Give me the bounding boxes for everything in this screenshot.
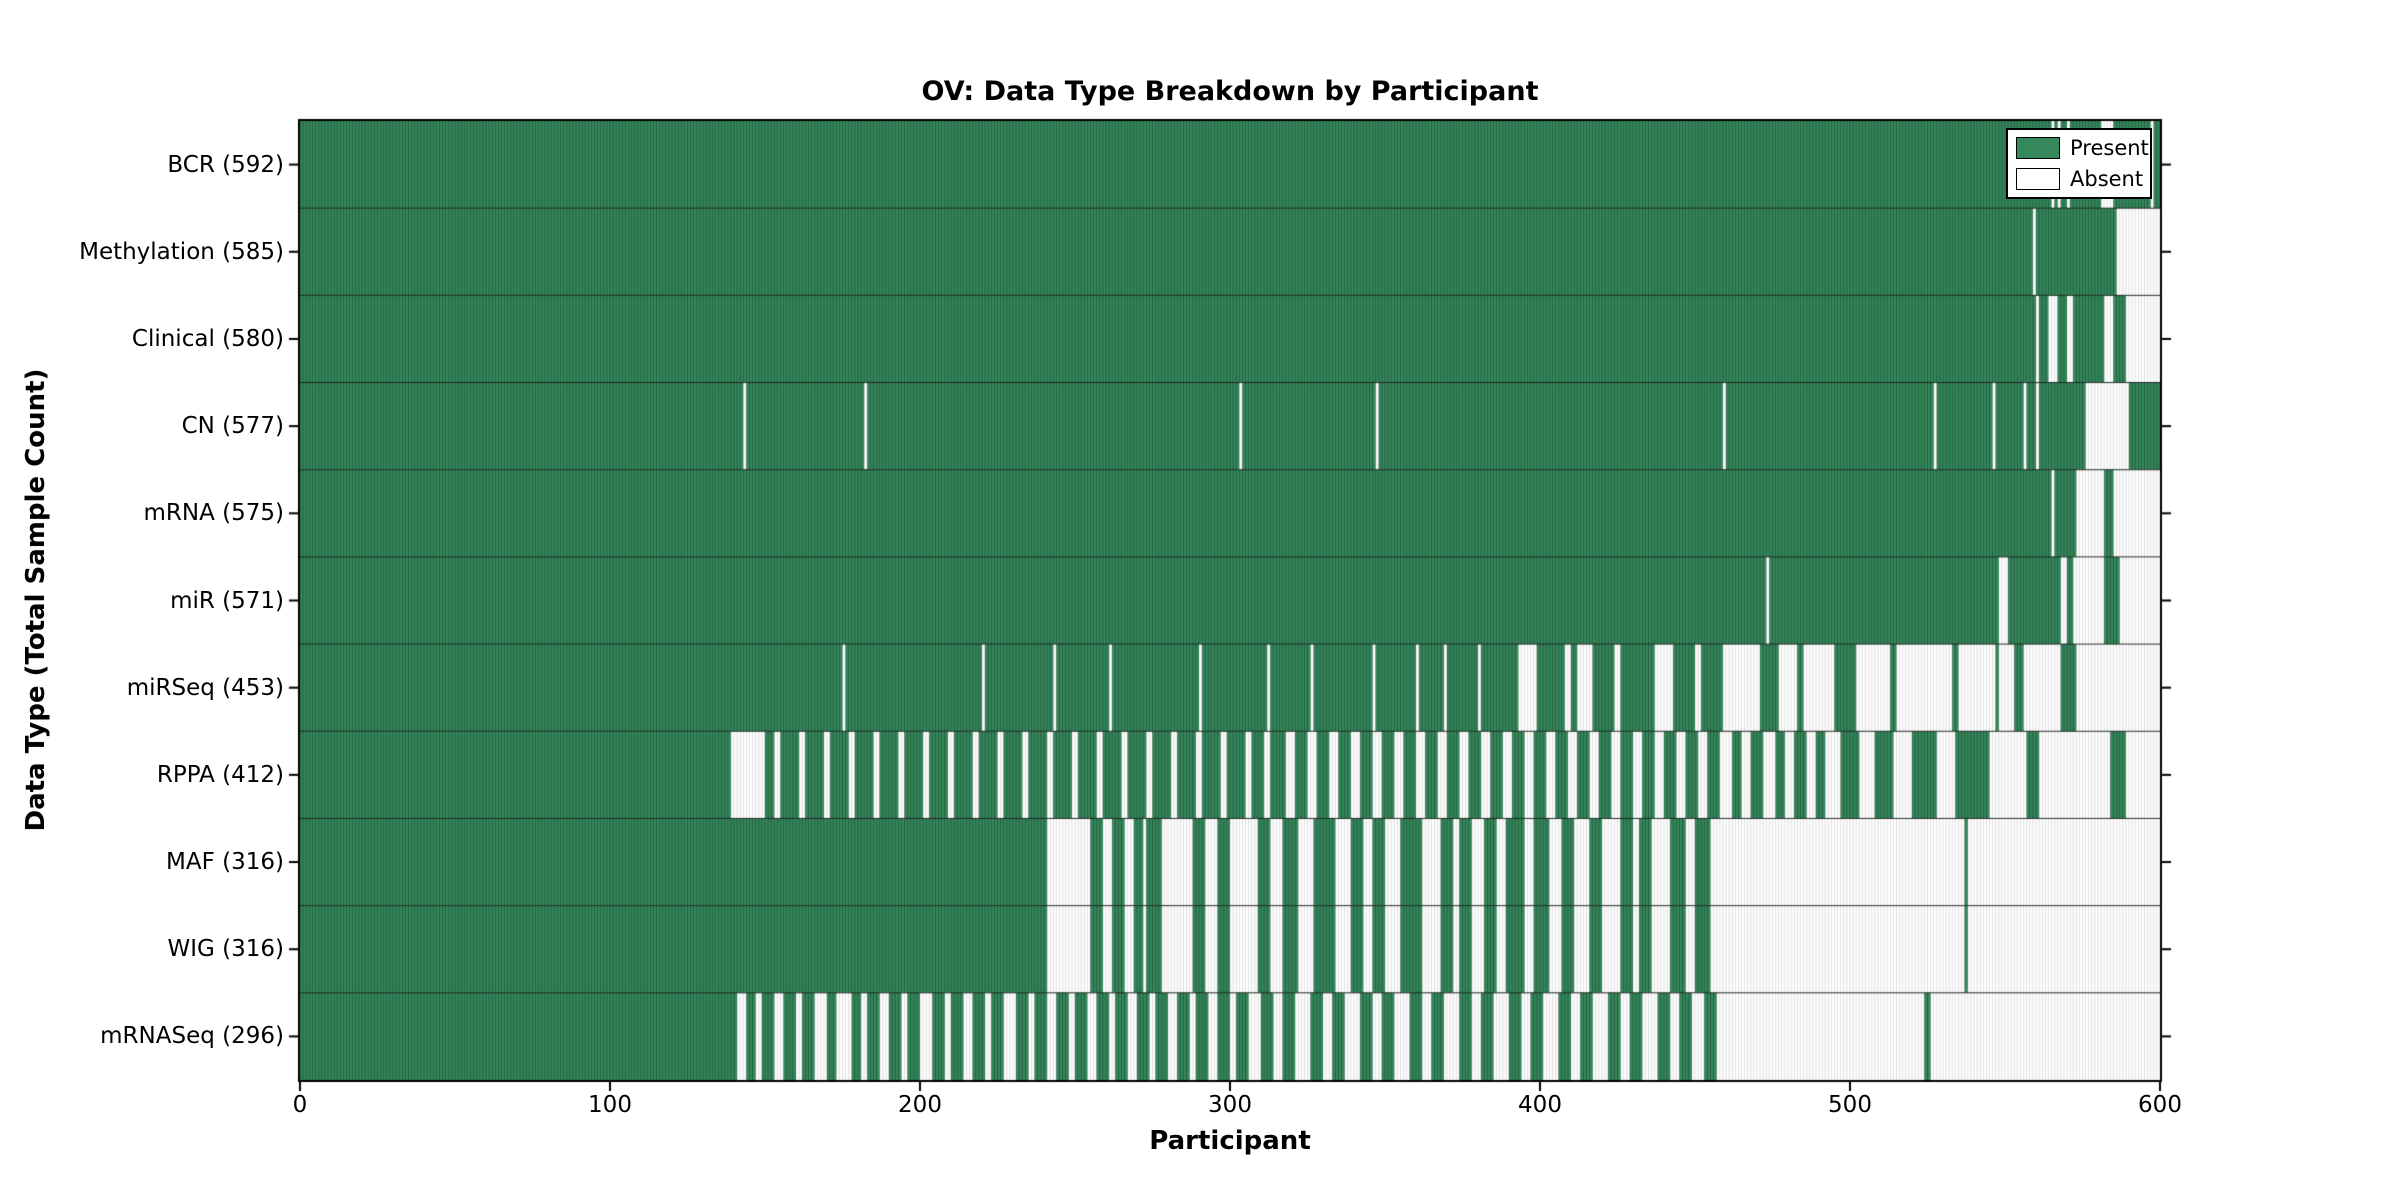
y-tick-label: BCR (592) [167,151,284,178]
y-tick-label: miR (571) [170,587,284,614]
y-tick-label: CN (577) [181,413,284,440]
legend-present-label: Present [2070,136,2149,160]
legend-entry-present: Present [2016,136,2149,160]
y-tick-label: Methylation (585) [79,238,284,265]
x-tick-label: 300 [1208,1092,1252,1118]
legend: Present Absent [2006,128,2152,199]
y-tick-label: miRSeq (453) [126,674,284,701]
y-axis-label: Data Type (Total Sample Count) [21,368,51,832]
x-tick-label: 0 [292,1092,308,1118]
y-tick-label: RPPA (412) [156,761,284,788]
present-swatch [2016,137,2060,159]
x-axis-label: Participant [1149,1126,1311,1156]
chart-title: OV: Data Type Breakdown by Participant [921,76,1539,107]
y-tick-label: MAF (316) [166,849,284,875]
x-tick-label: 600 [2138,1092,2182,1118]
legend-absent-label: Absent [2070,167,2144,191]
x-tick-label: 500 [1828,1092,1872,1118]
x-tick-label: 200 [898,1092,942,1118]
y-tick-label: WIG (316) [167,936,284,963]
legend-entry-absent: Absent [2016,167,2144,191]
y-tick-label: Clinical (580) [131,326,284,352]
y-tick-label: mRNASeq (296) [100,1023,284,1050]
x-tick-label: 400 [1518,1092,1562,1118]
y-tick-label: mRNA (575) [143,500,284,527]
absent-swatch [2016,168,2060,190]
x-tick-label: 100 [588,1092,632,1118]
